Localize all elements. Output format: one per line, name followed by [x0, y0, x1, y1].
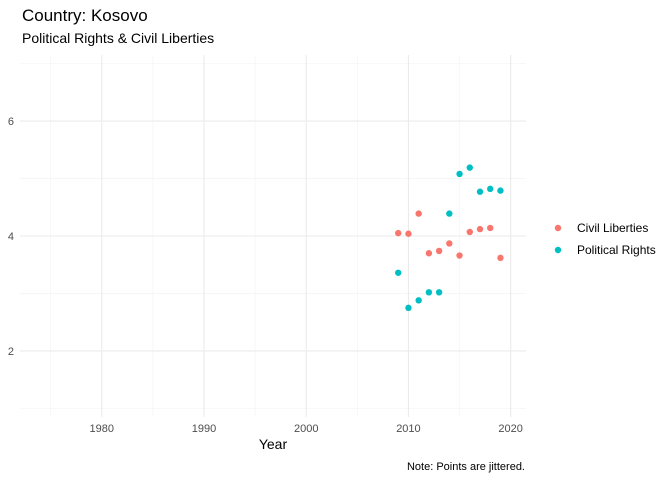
chart-caption: Note: Points are jittered.: [407, 461, 525, 473]
data-point-political-rights: [405, 304, 412, 312]
x-axis-title: Year: [259, 436, 288, 452]
legend-label-civil-liberties: Civil Liberties: [577, 221, 648, 235]
y-tick-label: 6: [8, 116, 14, 128]
data-point-political-rights: [435, 289, 443, 296]
data-point-civil-liberties: [435, 247, 443, 255]
x-tick-label: 2010: [396, 423, 420, 435]
x-tick-label: 2020: [498, 423, 522, 435]
chart-title: Country: Kosovo: [22, 6, 148, 25]
legend-key-political-rights: [554, 246, 562, 254]
data-point-political-rights: [476, 188, 484, 195]
data-point-political-rights: [395, 269, 402, 276]
legend-key-civil-liberties: [554, 224, 562, 232]
x-tick-label: 2000: [294, 423, 318, 435]
x-tick-label: 1990: [192, 423, 216, 435]
data-point-civil-liberties: [425, 250, 433, 257]
data-point-political-rights: [415, 297, 422, 304]
data-point-civil-liberties: [446, 240, 453, 247]
data-point-civil-liberties: [476, 225, 484, 233]
legend: Civil Liberties Political Rights: [554, 221, 656, 257]
y-tick-label: 4: [8, 231, 14, 243]
y-tick-label: 2: [8, 346, 14, 358]
data-point-civil-liberties: [395, 229, 402, 237]
data-point-civil-liberties: [405, 230, 412, 237]
data-point-political-rights: [497, 187, 504, 194]
plot-panel: 1980 1990 2000 2010 2020 2 4 6: [8, 55, 526, 435]
chart-subtitle: Political Rights & Civil Liberties: [22, 30, 214, 46]
data-point-civil-liberties: [466, 228, 473, 236]
data-point-civil-liberties: [456, 252, 463, 259]
data-point-political-rights: [446, 210, 453, 217]
data-point-political-rights: [425, 289, 433, 296]
data-point-civil-liberties: [497, 254, 504, 262]
legend-label-political-rights: Political Rights: [577, 243, 656, 257]
x-tick-label: 1980: [90, 423, 114, 435]
data-point-political-rights: [456, 170, 463, 178]
data-point-political-rights: [466, 164, 473, 171]
data-point-civil-liberties: [487, 224, 494, 232]
data-point-political-rights: [487, 185, 494, 193]
data-point-civil-liberties: [415, 210, 422, 217]
